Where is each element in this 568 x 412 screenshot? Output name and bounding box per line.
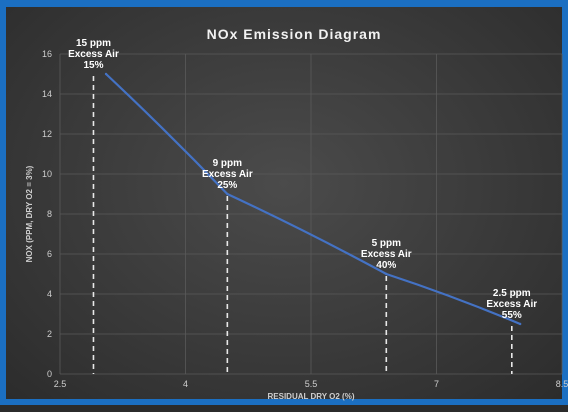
y-axis-title: NOX (PPM, DRY O2 = 3%) <box>25 165 34 262</box>
annotation-label: Excess Air <box>361 249 412 260</box>
data-point <box>104 72 108 76</box>
x-tick-label: 8.5 <box>556 379 568 389</box>
annotation-label: Excess Air <box>486 299 537 310</box>
y-tick-label: 0 <box>47 369 52 379</box>
y-tick-label: 16 <box>42 49 52 59</box>
y-tick-label: 8 <box>47 209 52 219</box>
annotation-label: 15 ppm <box>76 38 111 49</box>
data-point <box>385 272 388 276</box>
drop-lines <box>92 76 513 374</box>
grid <box>59 53 563 375</box>
x-tick-label: 2.5 <box>54 379 67 389</box>
data-point <box>226 192 229 196</box>
annotation-label: Excess Air <box>68 49 119 60</box>
annotation-label: Excess Air <box>202 169 253 180</box>
series-line <box>105 73 521 326</box>
annotation-label: 2.5 ppm <box>493 288 531 299</box>
annotation-label: 25% <box>217 180 237 191</box>
y-tick-label: 2 <box>47 329 52 339</box>
x-tick-label: 4 <box>183 379 188 389</box>
annotation-label: 9 ppm <box>213 158 243 169</box>
y-tick-label: 4 <box>47 289 52 299</box>
annotation-label: 15% <box>83 60 103 71</box>
x-axis-title: RESIDUAL DRY O2 (%) <box>268 392 355 401</box>
chart-title: NOx Emission Diagram <box>207 26 382 42</box>
y-tick-label: 14 <box>42 89 52 99</box>
annotation-label: 55% <box>502 310 522 321</box>
y-tick-label: 12 <box>42 129 52 139</box>
data-point <box>518 322 522 326</box>
x-tick-label: 7 <box>434 379 439 389</box>
nox-emission-chart: NOx Emission Diagram 0 2 4 6 8 10 12 14 16 2.5 4 5.… <box>25 26 568 401</box>
series <box>104 72 522 326</box>
annotation-label: 5 ppm <box>372 238 402 249</box>
annotation-label: 40% <box>376 260 396 271</box>
x-tick-label: 5.5 <box>305 379 318 389</box>
axes: 0 2 4 6 8 10 12 14 16 2.5 4 5.5 7 8.5 <box>42 49 568 389</box>
y-tick-label: 10 <box>42 169 52 179</box>
y-tick-label: 6 <box>47 249 52 259</box>
